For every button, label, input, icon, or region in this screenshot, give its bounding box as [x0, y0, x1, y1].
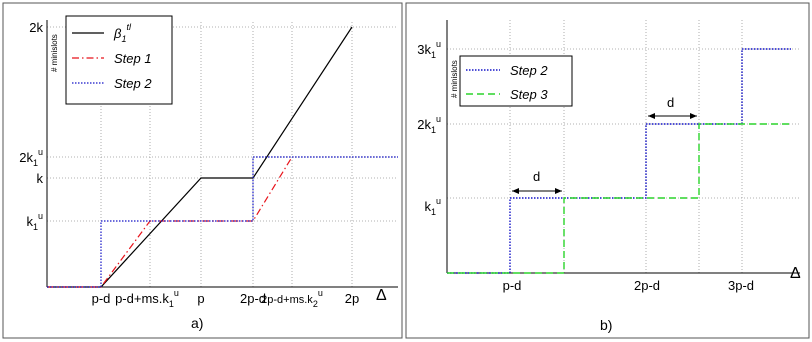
panel-b-legend-box	[459, 55, 573, 107]
legend-label: Step 1	[114, 51, 152, 66]
x-tick-label: p	[197, 291, 204, 306]
x-tick-label: p-d+ms.k1u	[115, 288, 179, 309]
panel-b-ylabel: # minislots	[450, 60, 459, 98]
panel-b-delta-label: Δ	[790, 265, 801, 282]
panel-b-caption: b)	[600, 317, 612, 333]
panel-a-frame	[2, 2, 403, 339]
panel-b-legend: Step 2 Step 3	[459, 55, 573, 107]
series-line-3	[47, 156, 398, 288]
legend-label: Step 2	[510, 63, 548, 78]
x-tick-label: 2p-d	[634, 278, 660, 293]
panel-a-y-ticks: 2k 2k1u k k1u	[19, 20, 43, 232]
panel-a-caption: a)	[191, 315, 203, 331]
panel-a-legend-entries: β1tl Step 1 Step 2	[72, 22, 152, 91]
y-tick-label: k1u	[26, 211, 43, 232]
panel-a-chart: 2k 2k1u k k1u p-d p-d+ms.k1u p 2p-d2p-d+ms.k2u…	[19, 15, 398, 331]
x-tick-label: 2p-d+ms.k2u	[261, 288, 323, 309]
panel-a-x-ticks: p-d p-d+ms.k1u p 2p-d2p-d+ms.k2u 2p	[92, 288, 360, 309]
panel-b-x-ticks: p-d 2p-d 3p-d	[503, 278, 754, 293]
panel-a-legend: β1tl Step 1 Step 2	[65, 15, 173, 105]
x-tick-label: 3p-d	[728, 278, 754, 293]
panel-b-y-ticks: 3k1u 2k1u k1u	[417, 39, 441, 217]
panel-a-ylabel: # minislots	[50, 34, 59, 72]
panel-a-series	[47, 26, 398, 288]
series-line-2	[447, 123, 791, 274]
panel-b-d-annotation-2: d	[648, 95, 697, 119]
panel-a-delta-label: Δ	[376, 287, 387, 304]
panel-b-legend-entries: Step 2 Step 3	[466, 63, 548, 102]
x-tick-label: p-d	[503, 278, 522, 293]
d-label-1: d	[533, 169, 540, 184]
legend-label: Step 3	[510, 87, 548, 102]
d-label-2: d	[667, 95, 674, 110]
legend-label: β1tl	[113, 22, 132, 44]
panel-b-frame	[405, 2, 810, 339]
y-tick-label: k1u	[424, 196, 441, 217]
panel-b-d-annotation-1: d	[512, 169, 562, 194]
panel-b-series	[447, 48, 791, 274]
y-tick-label: 2k1u	[19, 147, 43, 168]
y-tick-label: 2k1u	[417, 114, 441, 135]
series-line-2	[47, 156, 293, 288]
series-line-1	[447, 48, 791, 274]
x-tick-label: p-d	[92, 291, 111, 306]
x-tick-label: 2p-d	[240, 291, 266, 306]
panel-a-legend-box	[65, 15, 173, 105]
x-tick-label: 2p	[345, 291, 359, 306]
y-tick-label: 2k	[29, 20, 43, 35]
legend-label: Step 2	[114, 76, 152, 91]
panel-b-chart: 3k1u 2k1u k1u p-d 2p-d 3p-d # minislots Δ b)…	[417, 20, 801, 333]
y-tick-label: k	[37, 171, 44, 186]
y-tick-label: 3k1u	[417, 39, 441, 60]
